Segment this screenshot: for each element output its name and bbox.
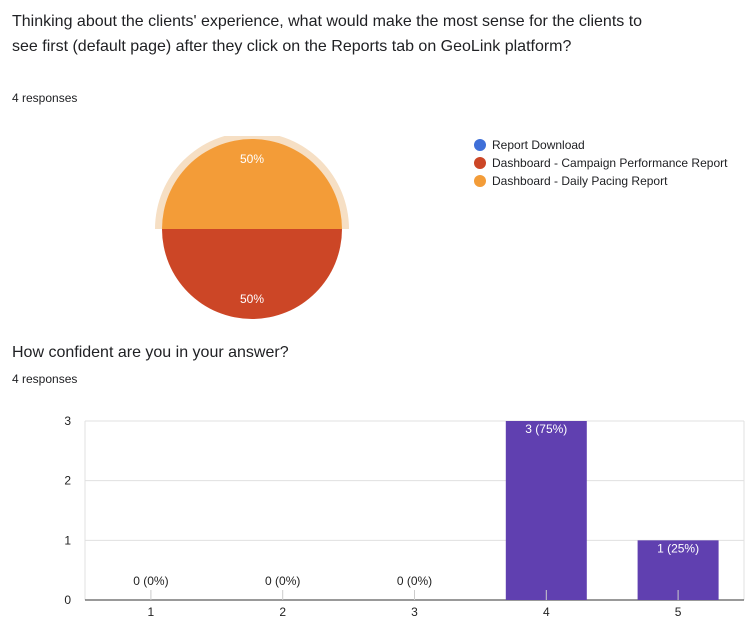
legend-label-daily-pacing: Dashboard - Daily Pacing Report [492, 174, 668, 188]
legend-label-campaign-performance: Dashboard - Campaign Performance Report [492, 156, 728, 170]
pie-slice-dashboard-campaign-performance-report[interactable] [162, 229, 342, 319]
legend-label-report-download: Report Download [492, 138, 585, 152]
bar-data-label-3: 0 (0%) [397, 574, 432, 588]
pie-slice-dashboard-daily-pacing-report[interactable] [162, 139, 342, 229]
bar-chart-x-tick-label: 5 [675, 605, 682, 619]
bar-4[interactable] [505, 421, 587, 600]
bar-chart-x-tick-label: 4 [543, 605, 550, 619]
bar-chart-x-tick-label: 2 [279, 605, 286, 619]
question-2-response-count: 4 responses [12, 372, 78, 386]
legend-item-campaign-performance[interactable]: Dashboard - Campaign Performance Report [474, 155, 744, 171]
pie-chart: 50% 50% [155, 136, 349, 319]
bar-data-label-1: 0 (0%) [133, 574, 168, 588]
bar-chart-y-tick-label: 1 [64, 533, 71, 547]
bar-chart-x-tick-label: 3 [411, 605, 418, 619]
question-2-title: How confident are you in your answer? [12, 344, 289, 361]
legend-swatch-campaign-performance [474, 157, 486, 169]
question-1-title: Thinking about the clients' experience, … [12, 13, 643, 55]
bar-chart-y-tick-label: 2 [64, 474, 71, 488]
legend-swatch-report-download [474, 139, 486, 151]
bar-data-label-5: 1 (25%) [657, 541, 699, 555]
question-1-response-count: 4 responses [12, 91, 78, 105]
pie-percent-label-dashboard-campaign-performance-report: 50% [240, 292, 264, 306]
bar-data-label-4: 3 (75%) [525, 422, 567, 436]
bar-data-label-2: 0 (0%) [265, 574, 300, 588]
pie-legend: Report Download Dashboard - Campaign Per… [474, 137, 744, 191]
legend-item-daily-pacing[interactable]: Dashboard - Daily Pacing Report [474, 173, 744, 189]
bar-chart-y-tick-label: 3 [64, 414, 71, 428]
bar-chart-x-tick-label: 1 [148, 605, 155, 619]
bar-chart: 0 1 2 3 0 (0%) 0 (0%) 0 (0%) 3 (75%) 1 (25%) 1 2… [64, 414, 745, 619]
bar-chart-y-tick-label: 0 [64, 593, 71, 607]
legend-item-report-download[interactable]: Report Download [474, 137, 744, 153]
pie-percent-label-dashboard-daily-pacing-report: 50% [240, 152, 264, 166]
legend-swatch-daily-pacing [474, 175, 486, 187]
